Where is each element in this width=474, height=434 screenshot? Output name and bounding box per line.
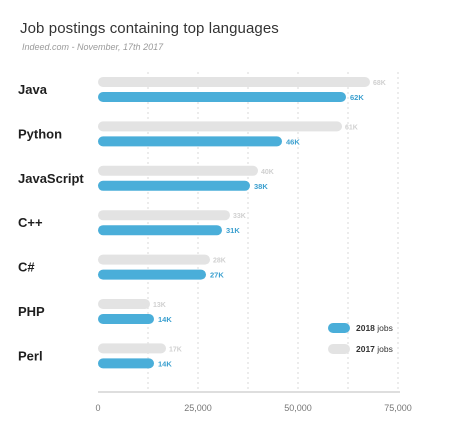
category-label: Java [18,82,48,97]
bar-label-2017: 68K [373,80,386,87]
bar-2018 [98,269,206,280]
bar-2018 [98,136,282,147]
legend-swatch-2017 [328,344,350,354]
x-tick-label: 25,000 [184,403,212,413]
bar-label-2018: 27K [210,271,224,280]
bar-2017 [98,299,150,309]
bar-label-2017: 17K [169,346,182,353]
x-tick-label: 0 [95,403,100,413]
bar-2018 [98,92,346,102]
bar-label-2017: 33K [233,213,246,220]
legend-swatch-2018 [328,323,350,333]
category-label: PHP [18,304,45,319]
bar-label-2018: 46K [286,137,300,146]
bar-2017 [98,343,166,354]
chart-title: Job postings containing top languages [20,20,279,37]
bar-label-2018: 14K [158,359,172,368]
bar-2017 [98,165,258,176]
x-tick-label: 50,000 [284,403,312,413]
bar-2018 [98,180,250,191]
legend-label-2018: 2018 jobs [356,323,393,333]
bar-2017 [98,254,210,265]
bar-label-2017: 40K [261,169,274,176]
bar-2017 [98,77,370,87]
chart-subtitle: Indeed.com - November, 17th 2017 [22,42,164,52]
category-label: C# [18,260,35,275]
bar-2018 [98,358,154,369]
bar-2017 [98,210,230,221]
category-label: Perl [18,348,43,363]
bar-label-2018: 14K [158,315,172,324]
bar-label-2017: 13K [153,302,166,309]
bar-2017 [98,121,342,132]
bar-label-2018: 31K [226,226,240,235]
category-label: Python [18,126,62,141]
bar-label-2017: 28K [213,258,226,265]
category-label: JavaScript [18,171,84,186]
bar-label-2018: 62K [350,93,364,102]
bar-label-2017: 61K [345,124,358,131]
bar-2018 [98,314,154,324]
category-label: C++ [18,215,43,230]
bar-2018 [98,225,222,236]
x-axis: 0 25,000 50,000 75,000 [95,391,412,413]
legend: 2018 jobs 2017 jobs [328,323,393,354]
x-tick-label: 75,000 [384,403,412,413]
bars: Java 68K 62K Python 61K 46K JavaScript 40K 38K C+… [18,77,386,369]
bar-label-2018: 38K [254,182,268,191]
legend-label-2017: 2017 jobs [356,344,393,354]
